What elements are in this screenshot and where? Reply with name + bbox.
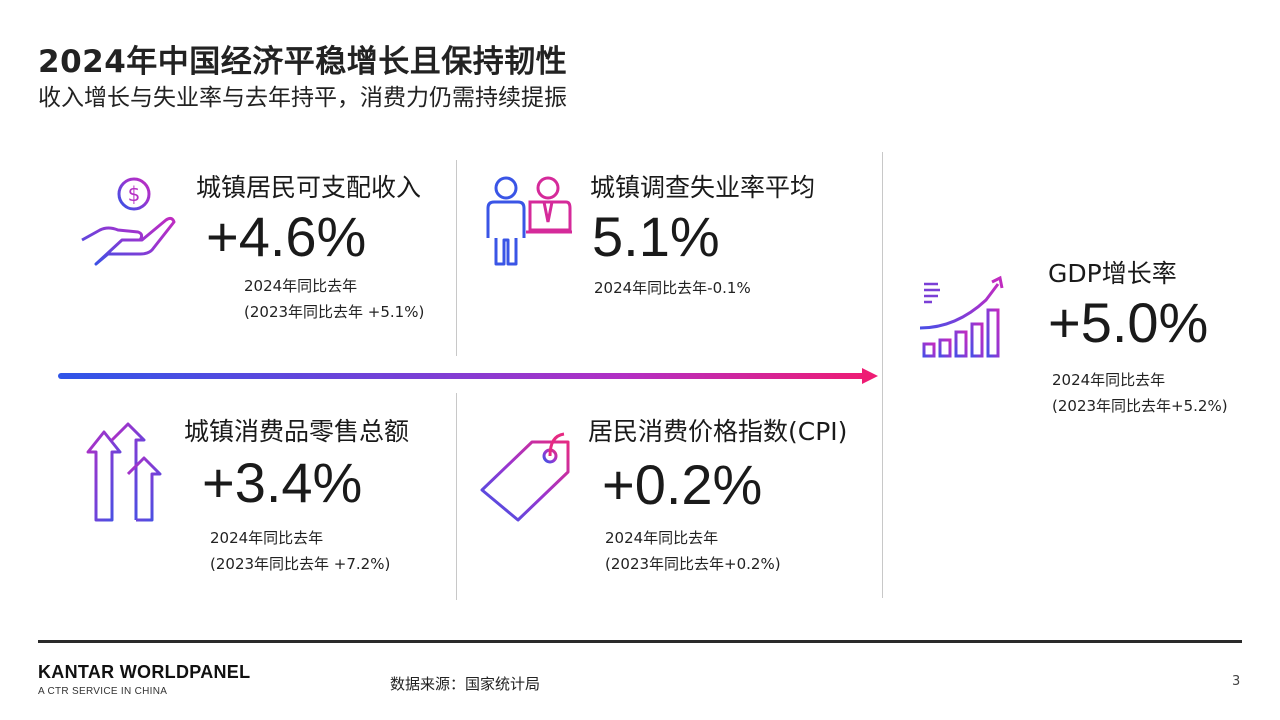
- unemployment-note: 2024年同比去年-0.1%: [594, 279, 751, 297]
- page-subtitle: 收入增长与失业率与去年持平，消费力仍需持续提振: [38, 85, 567, 111]
- svg-text:$: $: [128, 182, 141, 206]
- divider-bottom-middle: [456, 393, 457, 600]
- cpi-note-prev: (2023年同比去年+0.2%): [605, 555, 781, 573]
- data-source: 数据来源：国家统计局: [390, 675, 541, 693]
- retail-label: 城镇消费品零售总额: [184, 417, 410, 446]
- divider-top-middle: [456, 160, 457, 356]
- brand-tagline: A CTR SERVICE IN CHINA: [38, 686, 168, 697]
- divider-right: [882, 152, 883, 598]
- footer-divider: [38, 640, 1242, 643]
- gdp-note: 2024年同比去年: [1052, 371, 1166, 389]
- retail-note: 2024年同比去年: [210, 529, 324, 547]
- retail-value: +3.4%: [202, 451, 363, 514]
- card-retail: 城镇消费品零售总额 +3.4% 2024年同比去年 (2023年同比去年 +7.…: [84, 412, 456, 592]
- card-cpi: 居民消费价格指数(CPI) +0.2% 2024年同比去年 (2023年同比去年…: [478, 412, 878, 592]
- card-unemployment: 城镇调查失业率平均 5.1% 2024年同比去年-0.1%: [482, 168, 872, 348]
- page-number: 3: [1232, 674, 1241, 689]
- unemployment-label: 城镇调查失业率平均: [590, 173, 816, 202]
- brand-logo: KANTAR WORLDPANEL: [38, 662, 251, 682]
- page-title: 2024年中国经济平稳增长且保持韧性: [38, 44, 568, 80]
- income-label: 城镇居民可支配收入: [196, 173, 422, 202]
- gdp-note-prev: (2023年同比去年+5.2%): [1052, 397, 1228, 415]
- cpi-note: 2024年同比去年: [605, 529, 719, 547]
- card-income: $ 城镇居民可支配收入 +4.6% 2024年同比去年 (2023年同比去年 +…: [78, 168, 448, 348]
- income-note: 2024年同比去年: [244, 277, 358, 295]
- money-hand-icon: $: [81, 177, 176, 266]
- cpi-label: 居民消费价格指数(CPI): [588, 417, 848, 446]
- price-tag-icon: [480, 432, 570, 522]
- gdp-value: +5.0%: [1048, 291, 1209, 354]
- workers-icon: [486, 176, 572, 266]
- cpi-value: +0.2%: [602, 453, 763, 516]
- gdp-label: GDP增长率: [1048, 259, 1177, 288]
- card-gdp: GDP增长率 +5.0% 2024年同比去年 (2023年同比去年+5.2%): [916, 254, 1246, 434]
- income-value: +4.6%: [206, 205, 367, 268]
- income-note-prev: (2023年同比去年 +5.1%): [244, 303, 425, 321]
- growth-chart-icon: [918, 275, 1008, 364]
- arrow-head: [862, 368, 878, 384]
- retail-note-prev: (2023年同比去年 +7.2%): [210, 555, 391, 573]
- unemployment-value: 5.1%: [592, 205, 720, 268]
- up-arrows-icon: [86, 422, 162, 522]
- timeline-arrow: [58, 373, 866, 379]
